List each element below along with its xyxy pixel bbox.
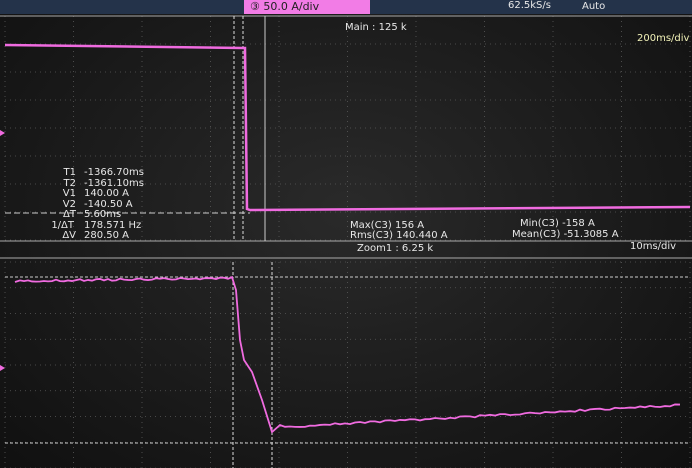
oscilloscope-screen: ③ 50.0 A/div 62.5kS/s Auto Main : 125 k … — [0, 0, 692, 468]
cursor-key: ΔT — [56, 209, 76, 220]
cursor-value: 178.571 Hz — [84, 220, 141, 231]
channel-marker — [0, 365, 5, 371]
mean-measurement: Mean(C3) -51.3085 A — [512, 229, 619, 240]
cursor-key: ΔV — [56, 230, 76, 241]
cursor-value: 140.00 A — [84, 188, 129, 199]
main-record-length: Main : 125 k — [345, 22, 407, 33]
rms-measurement: Rms(C3) 140.440 A — [350, 230, 448, 241]
trigger-mode: Auto — [582, 1, 605, 12]
min-measurement: Min(C3) -158 A — [520, 218, 595, 229]
zoom-timebase: 10ms/div — [630, 241, 676, 252]
channel-marker — [0, 130, 5, 136]
cursor-key: V2 — [56, 199, 76, 210]
main-timebase: 200ms/div — [637, 33, 689, 44]
sample-rate: 62.5kS/s — [508, 0, 551, 11]
cursor-key: V1 — [56, 188, 76, 199]
zoom-trace-c3 — [15, 277, 680, 432]
cursor-value: 5.60ms — [84, 209, 121, 220]
cursor-key: T2 — [56, 178, 76, 189]
channel-3-scale[interactable]: ③ 50.0 A/div — [244, 0, 370, 14]
cursor-key: 1/ΔT — [44, 220, 74, 231]
cursor-key: T1 — [56, 167, 76, 178]
cursor-value: -1361.10ms — [84, 178, 144, 189]
zoom-record-length: Zoom1 : 6.25 k — [357, 243, 433, 254]
cursor-value: -140.50 A — [84, 199, 133, 210]
cursor-value: 280.50 A — [84, 230, 129, 241]
cursor-value: -1366.70ms — [84, 167, 144, 178]
